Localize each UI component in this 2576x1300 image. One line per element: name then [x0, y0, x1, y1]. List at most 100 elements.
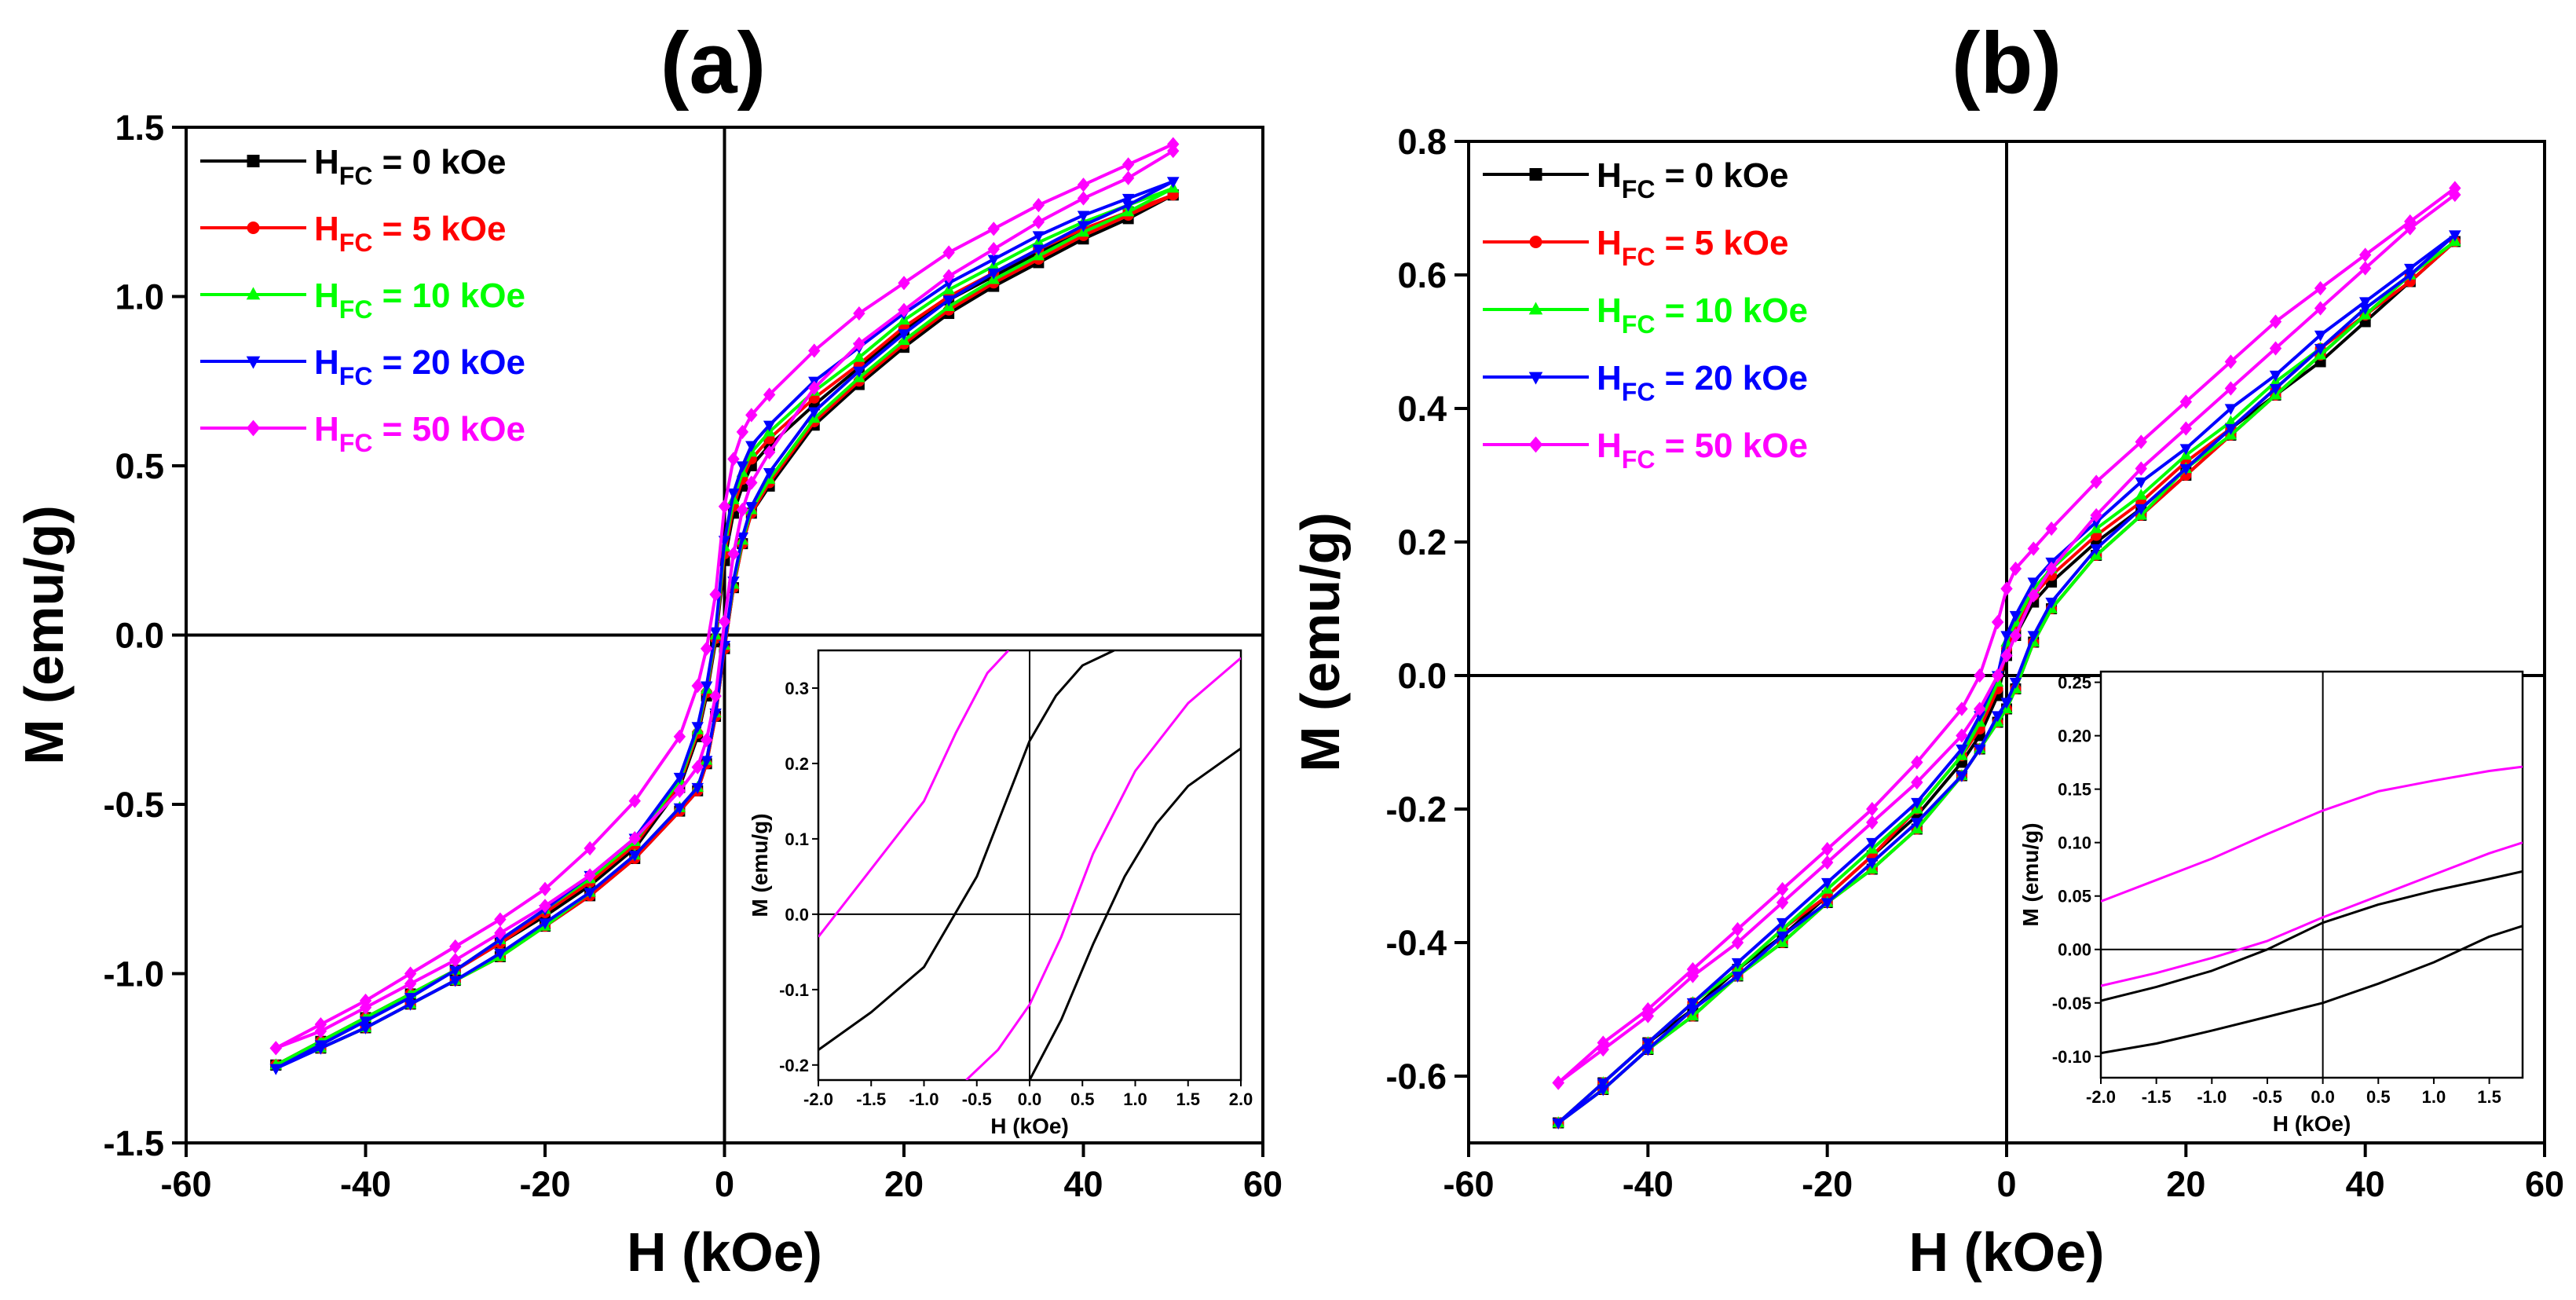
y-tick-label: 1.5 — [115, 108, 164, 148]
data-point — [1032, 214, 1045, 229]
data-point — [942, 269, 955, 284]
data-point — [2000, 648, 2013, 663]
data-point — [763, 387, 776, 402]
data-point — [2045, 561, 2058, 577]
data-point — [736, 532, 749, 544]
data-point — [2009, 610, 2022, 622]
data-point — [1032, 244, 1045, 256]
data-point — [745, 475, 758, 490]
legend-marker — [1528, 372, 1543, 385]
data-point — [1866, 815, 1879, 830]
data-point — [2269, 383, 2282, 395]
data-point — [404, 993, 417, 1005]
data-point — [2314, 343, 2327, 355]
legend-label: HFC = 0 kOe — [314, 143, 506, 190]
data-point — [2090, 507, 2102, 523]
legend-label: HFC = 10 kOe — [314, 276, 525, 324]
inset-curve — [818, 650, 1115, 1051]
data-point — [691, 722, 704, 734]
data-point — [2000, 631, 2013, 643]
data-point — [584, 888, 596, 899]
data-point — [1956, 728, 1968, 743]
panel-label: (a) — [660, 15, 766, 112]
data-point — [1552, 1075, 1564, 1090]
legend-label: HFC = 0 kOe — [1597, 156, 1788, 203]
data-point — [1776, 895, 1789, 910]
data-point — [494, 949, 507, 961]
y-tick-label: 0.0 — [115, 616, 164, 656]
data-point — [628, 851, 641, 862]
y-tick-label: 0.4 — [1397, 389, 1447, 429]
data-point — [2358, 303, 2372, 315]
data-point — [718, 614, 731, 629]
data-point — [1122, 157, 1135, 172]
data-point — [745, 441, 758, 452]
data-point — [359, 1023, 372, 1035]
legend-label: HFC = 10 kOe — [1597, 291, 1808, 339]
x-tick-label: 40 — [1063, 1164, 1103, 1204]
data-point — [2179, 421, 2193, 436]
data-point — [808, 407, 821, 419]
data-point — [2000, 698, 2013, 709]
data-point — [1032, 198, 1045, 213]
inset-y-tick-label: 0.05 — [2058, 887, 2091, 906]
data-point — [628, 831, 641, 846]
data-point — [2009, 628, 2022, 643]
inset-x-tick-label: 0.0 — [1018, 1089, 1042, 1109]
data-point — [700, 756, 713, 767]
data-point — [2135, 434, 2147, 449]
x-tick-label: -60 — [160, 1164, 211, 1204]
data-point — [942, 295, 955, 307]
data-point — [727, 488, 740, 500]
data-point — [2449, 230, 2461, 242]
data-point — [1122, 193, 1135, 205]
data-point — [539, 918, 551, 930]
inset-curve — [2101, 765, 2523, 903]
inset-y-tick-label: 0.2 — [785, 754, 809, 774]
data-point — [269, 1041, 282, 1056]
x-tick-label: -40 — [340, 1164, 391, 1204]
data-point — [673, 803, 686, 815]
inset-x-tick-label: -1.0 — [909, 1089, 939, 1109]
data-point — [494, 912, 507, 927]
data-point — [2135, 461, 2147, 476]
data-point — [942, 245, 955, 260]
data-point — [2135, 477, 2147, 489]
data-point — [736, 461, 749, 473]
data-point — [987, 222, 1000, 236]
data-point — [449, 965, 462, 977]
data-point — [673, 729, 686, 744]
data-point — [1597, 1078, 1609, 1089]
inset-y-tick-label: 0.20 — [2058, 727, 2091, 746]
data-point — [359, 1016, 372, 1028]
data-point — [2027, 577, 2040, 589]
data-point — [691, 782, 704, 794]
data-point — [745, 408, 758, 423]
data-point — [1167, 177, 1180, 189]
inset-y-tick-label: 0.1 — [785, 829, 809, 849]
legend-marker — [246, 419, 261, 437]
data-point — [1911, 775, 1923, 790]
data-point — [1866, 837, 1879, 849]
y-tick-label: 0.2 — [1397, 522, 1447, 562]
inset-curve — [2101, 841, 2523, 987]
legend-marker — [1528, 302, 1543, 315]
data-point — [359, 1000, 372, 1015]
panel-label: (b) — [1952, 15, 2062, 112]
data-point — [539, 899, 551, 914]
data-point — [1077, 221, 1090, 233]
data-point — [2404, 221, 2417, 236]
data-point — [1077, 191, 1090, 206]
legend-label: HFC = 20 kOe — [1597, 359, 1808, 406]
data-point — [2009, 677, 2022, 689]
y-tick-label: -1.5 — [103, 1123, 164, 1163]
data-point — [1552, 1118, 1564, 1130]
x-tick-label: 20 — [884, 1164, 924, 1204]
x-tick-label: -40 — [1623, 1164, 1674, 1204]
data-point — [2135, 489, 2147, 500]
data-point — [1167, 144, 1180, 159]
data-point — [1731, 921, 1744, 937]
inset-y-axis-title: M (emu/g) — [2018, 822, 2043, 926]
data-point — [1820, 877, 1834, 889]
